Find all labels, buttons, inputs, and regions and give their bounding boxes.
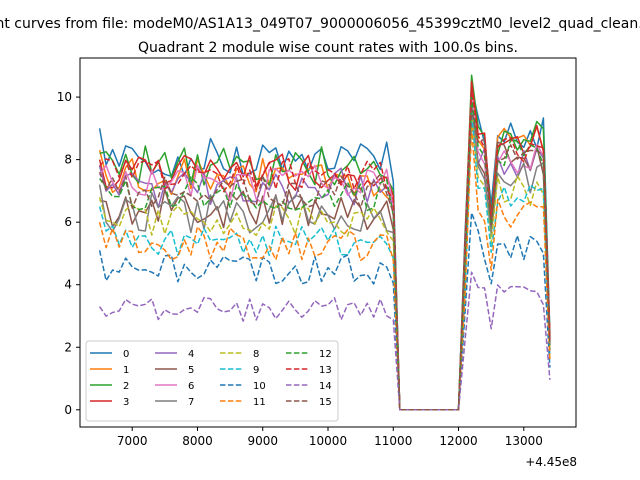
- series-line-2: [99, 74, 551, 411]
- y-tick-label: 10: [57, 90, 72, 104]
- x-tick-label: 7000: [117, 434, 148, 448]
- legend-label-0: 0: [123, 349, 129, 360]
- legend-label-15: 15: [319, 397, 332, 408]
- series-line-12: [98, 96, 551, 411]
- legend-label-13: 13: [319, 365, 332, 376]
- series-line-13: [99, 86, 551, 411]
- legend-label-5: 5: [188, 365, 194, 376]
- legend-box: [85, 340, 339, 422]
- legend-label-4: 4: [188, 349, 194, 360]
- legend-label-11: 11: [253, 397, 266, 408]
- series-line-7: [98, 105, 551, 411]
- legend-label-7: 7: [188, 397, 194, 408]
- x-tick-label: 13000: [505, 434, 543, 448]
- series-line-15: [98, 108, 551, 411]
- series-line-14: [98, 271, 551, 411]
- y-tick-label: 0: [64, 403, 72, 417]
- y-tick-label: 6: [64, 215, 72, 229]
- legend-label-14: 14: [319, 381, 332, 392]
- x-tick-label: 9000: [247, 434, 278, 448]
- legend-label-1: 1: [123, 365, 129, 376]
- y-tick-label: 4: [64, 278, 72, 292]
- series-line-10: [98, 212, 551, 411]
- series-line-9: [98, 111, 551, 411]
- legend-label-8: 8: [253, 349, 259, 360]
- x-tick-label: 12000: [439, 434, 477, 448]
- y-axis: 0 2 4 6 8 10: [57, 90, 80, 417]
- figure-suptitle: Light curves from file: modeM0/AS1A13_04…: [0, 16, 640, 32]
- x-offset-label: +4.45e8: [525, 455, 577, 469]
- x-tick-label: 10000: [309, 434, 347, 448]
- legend-label-3: 3: [123, 397, 129, 408]
- x-tick-label: 8000: [182, 434, 213, 448]
- x-axis: 7000 8000 9000 10000 11000 12000 13000: [117, 427, 543, 448]
- legend-label-9: 9: [253, 365, 259, 376]
- legend-label-6: 6: [188, 381, 194, 392]
- y-tick-label: 8: [64, 153, 72, 167]
- legend-label-12: 12: [319, 349, 332, 360]
- legend-label-2: 2: [123, 381, 129, 392]
- plot-area: 7000 8000 9000 10000 11000 12000 13000 0246810…: [57, 57, 577, 469]
- series-layer: [98, 74, 551, 411]
- y-tick-label: 2: [64, 340, 72, 354]
- series-line-11: [98, 127, 551, 411]
- series-line-3: [98, 80, 551, 411]
- x-tick-label: 11000: [374, 434, 412, 448]
- legend-label-10: 10: [253, 381, 266, 392]
- plot-title: Quadrant 2 module wise count rates with …: [138, 40, 518, 56]
